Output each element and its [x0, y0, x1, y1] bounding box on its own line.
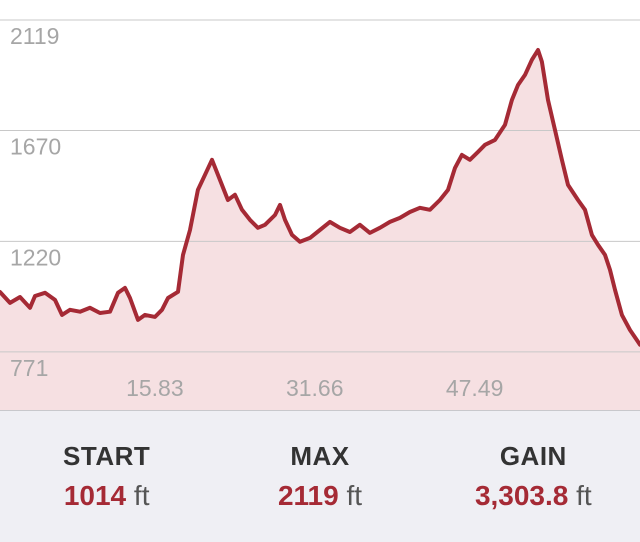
stat: START 1014 ft	[0, 411, 213, 542]
stat-value: 1014	[63, 480, 127, 511]
stat-value: 3,303.8	[474, 480, 569, 511]
stat-label: MAX	[290, 441, 350, 471]
stat-value: 2119	[277, 480, 339, 511]
y-tick-label: 771	[10, 355, 48, 381]
x-tick-label: 31.66	[286, 375, 344, 401]
y-tick-label: 2119	[10, 23, 59, 49]
stat-unit: ft	[346, 480, 363, 511]
stat: GAIN 3,303.8 ft	[427, 411, 640, 542]
stat: MAX 2119 ft	[213, 411, 426, 542]
x-tick-label: 15.83	[126, 375, 184, 401]
stat-value-row: 3,303.8 ft	[427, 480, 640, 512]
line	[0, 48, 640, 347]
stat-value-row: 2119 ft	[213, 480, 426, 512]
x-tick-label: 47.49	[446, 375, 504, 401]
y-tick-label: 1220	[10, 244, 61, 270]
y-tick-label: 1670	[10, 134, 61, 160]
stat-value-row: 1014 ft	[0, 480, 213, 512]
stat-label: START	[63, 441, 151, 471]
stats-bar: START 1014 ft MAX 2119 ft GAIN 3,303.8 ft	[0, 410, 640, 542]
stat-label: GAIN	[499, 441, 567, 471]
stat-unit: ft	[133, 480, 150, 511]
stat-unit: ft	[576, 480, 592, 511]
